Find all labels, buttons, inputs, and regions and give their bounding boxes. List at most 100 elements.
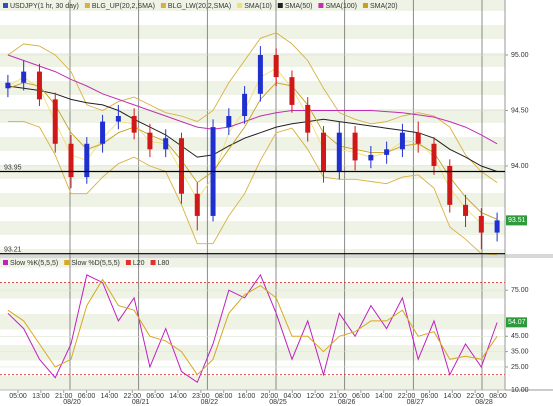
- y-tick-label: 75.00: [511, 287, 529, 294]
- y-tick-label: 94.50: [511, 107, 529, 114]
- y-tick-label: 94.00: [511, 163, 529, 170]
- y-tick-label: 10.00: [511, 387, 529, 394]
- x-tick-label: 14:00: [375, 393, 393, 400]
- candle-body: [194, 193, 200, 216]
- candle-body: [178, 138, 184, 194]
- x-tick-label: 13:00: [32, 393, 50, 400]
- x-tick-label: 12:00: [306, 393, 324, 400]
- last-value-box: [506, 317, 527, 328]
- candle-body: [147, 132, 153, 150]
- candle-body: [100, 121, 106, 144]
- x-tick-label: 21:00: [329, 393, 347, 400]
- x-tick-label: 14:00: [444, 393, 462, 400]
- x-tick-label: 22:00: [466, 393, 484, 400]
- overlay-line: [7, 54, 498, 145]
- legend-swatch: [3, 260, 8, 265]
- candle-body: [68, 143, 74, 178]
- legend-swatch: [125, 260, 131, 265]
- legend-swatch: [318, 3, 324, 8]
- candle-body: [226, 116, 232, 128]
- candle-body: [478, 215, 484, 233]
- legend-swatch: [64, 260, 70, 265]
- candle-body: [321, 132, 327, 172]
- level-label: 93.95: [4, 164, 22, 171]
- overlay-line: [7, 85, 498, 172]
- x-tick-label: 05:00: [9, 393, 27, 400]
- legend-swatch: [277, 3, 283, 8]
- legend-swatch: [362, 3, 368, 8]
- panel-divider: [0, 254, 553, 258]
- candle-body: [242, 93, 248, 117]
- candle-body: [305, 104, 311, 133]
- overlay-line: [7, 82, 498, 220]
- legend-swatch: [237, 3, 243, 8]
- date-label: 08/21: [132, 399, 150, 406]
- x-tick-label: 23:00: [192, 393, 210, 400]
- candle-body: [399, 132, 405, 150]
- candle-body: [352, 132, 358, 161]
- candle-body: [463, 204, 469, 216]
- stoch-line: [7, 278, 498, 376]
- candle-body: [163, 138, 169, 150]
- x-tick-label: 06:00: [421, 393, 439, 400]
- candle-body: [257, 54, 263, 94]
- candle-body: [494, 220, 500, 233]
- legend-label: SMA(50): [285, 3, 313, 10]
- last-value-label: 54.07: [508, 319, 526, 326]
- overlay-line: [7, 121, 498, 256]
- candle-body: [289, 77, 295, 105]
- legend-label: BLG_LW(20,2,SMA): [168, 3, 231, 10]
- y-tick-label: 25.00: [511, 364, 529, 371]
- candle-body: [115, 116, 121, 122]
- candle-body: [273, 54, 279, 78]
- stoch-line: [7, 273, 498, 384]
- legend-label: SMA(100): [325, 3, 357, 10]
- legend-label: SMA(10): [244, 3, 272, 10]
- x-tick-label: 06:00: [146, 393, 164, 400]
- date-label: 08/22: [201, 399, 219, 406]
- candle-body: [131, 116, 137, 133]
- date-label: 08/25: [269, 399, 287, 406]
- x-tick-label: 08:00: [215, 393, 233, 400]
- legend-label: Slow %K(5,5,5): [10, 260, 58, 267]
- date-label: 08/28: [475, 399, 493, 406]
- date-label: 08/26: [338, 399, 356, 406]
- candle-body: [415, 132, 421, 144]
- candle-body: [52, 99, 58, 144]
- x-tick-label: 20:00: [261, 393, 279, 400]
- candle-body: [368, 154, 374, 161]
- x-tick-label: 22:00: [398, 393, 416, 400]
- candle-body: [431, 143, 437, 166]
- price-panel: [0, 0, 505, 254]
- legend-label: L80: [158, 260, 170, 267]
- candle-body: [447, 165, 453, 205]
- overlay-line: [7, 32, 498, 183]
- x-tick-label: 22:00: [124, 393, 142, 400]
- candle-body: [384, 149, 390, 155]
- y-tick-label: 35.00: [511, 348, 529, 355]
- legend-label: SMA(20): [370, 3, 398, 10]
- x-tick-label: 06:00: [78, 393, 96, 400]
- candle-body: [84, 143, 90, 178]
- level-label: 93.21: [4, 247, 22, 254]
- legend-label: Slow %D(5,5,5): [71, 260, 120, 267]
- x-tick-label: 16:00: [238, 393, 256, 400]
- legend-swatch: [84, 3, 90, 8]
- y-tick-label: 95.00: [511, 52, 529, 59]
- overlay-line: [7, 67, 498, 225]
- x-tick-label: 06:00: [352, 393, 370, 400]
- candle-body: [5, 82, 11, 89]
- last-value-label: 93.51: [508, 217, 526, 224]
- legend-label: USDJPY(1 hr, 30 day): [10, 3, 79, 10]
- legend-label: BLG_UP(20,2,SMA): [92, 3, 155, 10]
- date-label: 08/20: [63, 399, 81, 406]
- legend-swatch: [160, 3, 166, 8]
- x-tick-label: 21:00: [55, 393, 73, 400]
- legend-swatch: [3, 3, 8, 8]
- stoch-panel: [0, 258, 505, 390]
- x-tick-label: 04:00: [284, 393, 302, 400]
- candle-body: [36, 71, 42, 100]
- legend-swatch: [150, 260, 156, 265]
- date-label: 08/27: [407, 399, 425, 406]
